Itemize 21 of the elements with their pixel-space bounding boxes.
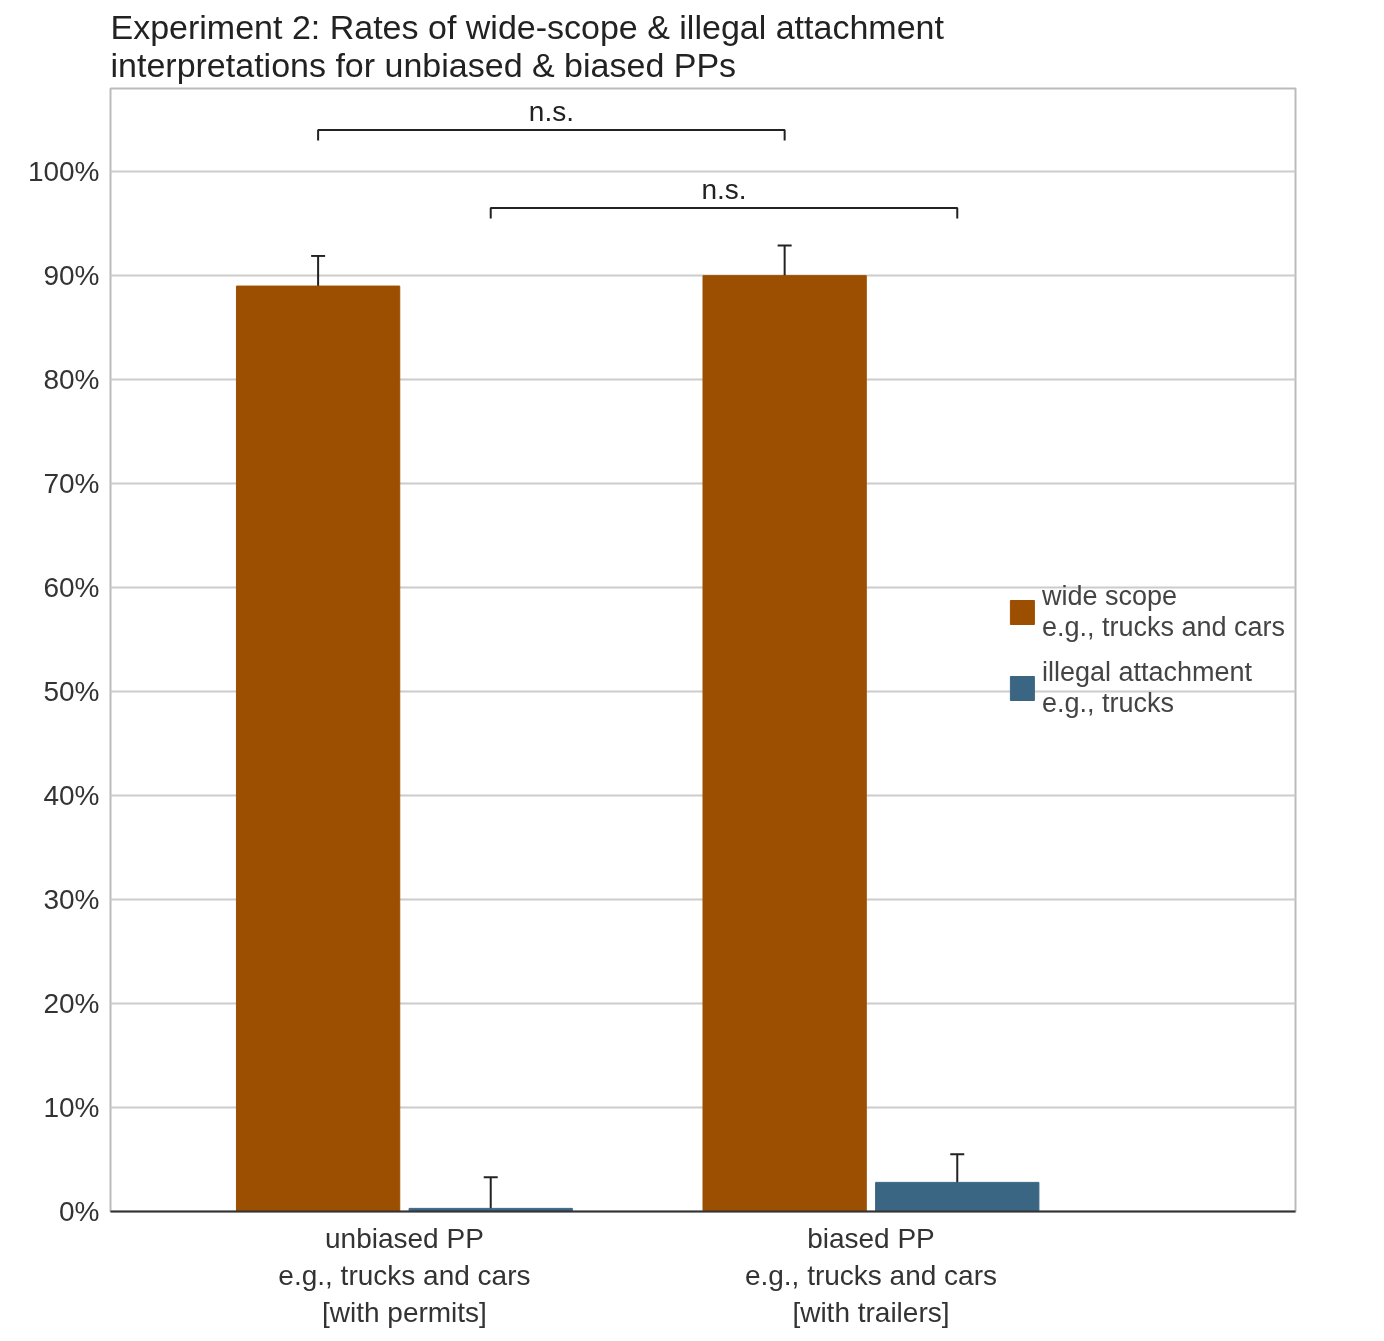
- y-tick-label: 100%: [27, 156, 100, 188]
- y-tick-label: 40%: [43, 780, 100, 812]
- y-tick-label: 30%: [43, 884, 100, 916]
- annotation: n.s.: [528, 95, 574, 127]
- y-tick-label: 50%: [43, 676, 100, 708]
- y-tick-label: 60%: [43, 572, 100, 604]
- chart-title: Experiment 2: Rates of wide-scope & illegal attachment interpretations for unbiased & biased PPs: [110, 7, 945, 84]
- y-tick-label: 70%: [43, 468, 100, 500]
- y-tick-label: 80%: [43, 364, 100, 396]
- y-tick-label: 90%: [43, 260, 100, 292]
- bar: [235, 285, 401, 1212]
- legend-label: illegal attachment e.g., trucks: [1041, 656, 1253, 719]
- x-tick-label: unbiased PP e.g., trucks and cars [with permits]: [278, 1222, 531, 1328]
- legend-label: wide scope e.g., trucks and cars: [1041, 580, 1285, 643]
- y-tick-label: 10%: [43, 1092, 100, 1124]
- annotation: n.s.: [701, 173, 747, 205]
- y-tick-label: 0%: [59, 1196, 100, 1227]
- x-tick-label: biased PP e.g., trucks and cars [with trailers]: [744, 1222, 998, 1328]
- bar: [702, 275, 867, 1212]
- bar: [875, 1181, 1040, 1212]
- y-tick-label: 20%: [43, 988, 100, 1020]
